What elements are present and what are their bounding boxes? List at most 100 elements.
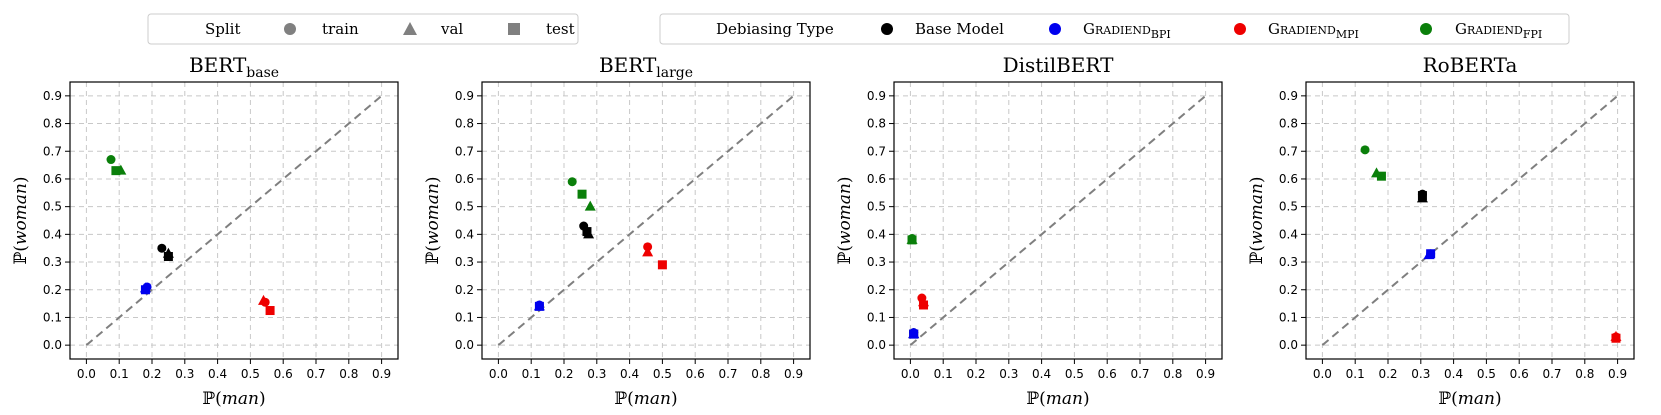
point-gradiend-mpi-test	[657, 260, 667, 270]
legend-triangle-marker	[403, 22, 417, 35]
legend-test-label: test	[546, 20, 575, 38]
y-tick-label: 0.6	[867, 172, 886, 186]
legend-split-frame	[147, 13, 579, 45]
axes-frame	[481, 81, 811, 360]
point-gradiend-fpi-train	[106, 155, 116, 165]
x-tick-label: 0.1	[522, 367, 541, 381]
subplot-title-main: DistilBERT	[1003, 53, 1115, 77]
legend-fpi-main: Gradiend	[1455, 20, 1523, 38]
y-tick-label: 0.4	[43, 227, 62, 241]
point-base-model-val	[162, 247, 174, 258]
plot-area	[1306, 82, 1634, 359]
x-axis-label-prefix: ℙ(	[202, 389, 221, 409]
y-axis-label-prefix: ℙ(	[11, 245, 31, 264]
plot-area	[482, 82, 810, 359]
point-gradiend-mpi-train	[1611, 332, 1621, 342]
x-axis-label-var: man	[1046, 389, 1083, 409]
x-tick-label: 0.0	[1313, 367, 1332, 381]
legend-base-label: Base Model	[915, 20, 1004, 38]
legend-circle-marker	[284, 23, 296, 35]
subplot-title-main: BERT	[189, 53, 247, 77]
x-tick-label: 0.7	[306, 367, 325, 381]
legend-base-marker	[881, 23, 893, 35]
x-tick-label: 0.1	[110, 367, 129, 381]
x-axis-label-prefix: ℙ(	[1438, 389, 1457, 409]
y-tick-label: 0.5	[1279, 200, 1298, 214]
y-tick-label: 0.9	[455, 89, 474, 103]
legend-bpi-sub: BPI	[1151, 28, 1171, 41]
y-tick-label: 0.8	[43, 117, 62, 131]
point-gradiend-mpi-val	[642, 246, 654, 257]
subplot-title-sub: large	[656, 65, 693, 81]
plot-area	[70, 82, 398, 359]
y-tick-label: 0.2	[1279, 283, 1298, 297]
y-tick-label: 0.2	[867, 283, 886, 297]
y-tick-label: 0.1	[1279, 310, 1298, 324]
x-tick-label: 0.5	[1065, 367, 1084, 381]
y-axis-label: ℙ(woman)	[11, 176, 31, 264]
point-base-model-train	[579, 221, 589, 231]
x-tick-label: 0.8	[751, 367, 770, 381]
x-tick-label: 0.4	[1444, 367, 1463, 381]
y-tick-label: 0.0	[455, 338, 474, 352]
y-tick-label: 0.6	[43, 172, 62, 186]
y-tick-label: 0.5	[455, 200, 474, 214]
x-axis-label-suffix: )	[671, 389, 678, 409]
x-tick-label: 0.7	[1130, 367, 1149, 381]
x-tick-label: 0.9	[784, 367, 803, 381]
subplot-title: BERTbase	[189, 53, 279, 81]
x-axis-label: ℙ(man)	[202, 389, 265, 409]
x-axis-label-suffix: )	[1495, 389, 1502, 409]
legend-debias-frame	[659, 13, 1570, 45]
y-tick-label: 0.0	[1279, 338, 1298, 352]
legend-bpi-label: GradiendBPI	[1083, 20, 1171, 41]
x-tick-label: 0.4	[208, 367, 227, 381]
y-tick-label: 0.3	[455, 255, 474, 269]
axes-frame	[69, 81, 399, 360]
legend-debias-title: Debiasing Type	[716, 20, 834, 38]
x-tick-label: 0.3	[1411, 367, 1430, 381]
y-axis-label: ℙ(woman)	[423, 176, 443, 264]
point-gradiend-bpi-train	[142, 282, 152, 292]
x-axis-label-prefix: ℙ(	[1026, 389, 1045, 409]
x-tick-label: 0.6	[1098, 367, 1117, 381]
y-tick-label: 0.7	[867, 144, 886, 158]
x-tick-label: 0.1	[1346, 367, 1365, 381]
y-tick-label: 0.1	[455, 310, 474, 324]
x-tick-label: 0.0	[489, 367, 508, 381]
point-gradiend-mpi-train	[643, 242, 653, 252]
x-tick-label: 0.4	[620, 367, 639, 381]
x-axis-label: ℙ(man)	[1438, 389, 1501, 409]
y-axis-label-suffix: )	[835, 176, 855, 183]
x-tick-label: 0.7	[1542, 367, 1561, 381]
x-tick-label: 0.3	[587, 367, 606, 381]
point-gradiend-fpi-train	[907, 234, 917, 244]
subplot-title-main: BERT	[599, 53, 657, 77]
point-gradiend-fpi-train	[1360, 145, 1370, 155]
subplot-panels: 0.0 0.0 0.1 0.1 0.2 0.2 0.3 0.3 0.4 0.4 0.5 0.5 0.6 0…	[11, 53, 1635, 409]
x-axis-label-prefix: ℙ(	[614, 389, 633, 409]
axes-frame	[1305, 81, 1635, 360]
y-tick-label: 0.8	[455, 117, 474, 131]
legend-split: Split train val test	[147, 13, 579, 45]
y-tick-label: 0.8	[1279, 117, 1298, 131]
y-axis-label-var: woman	[423, 183, 443, 245]
legend-train-label: train	[322, 20, 359, 38]
legend-mpi-main: Gradiend	[1268, 20, 1336, 38]
y-axis-label-suffix: )	[11, 176, 31, 183]
y-tick-label: 0.9	[1279, 89, 1298, 103]
x-tick-label: 0.9	[1608, 367, 1627, 381]
y-tick-label: 0.4	[1279, 227, 1298, 241]
x-tick-label: 0.2	[966, 367, 985, 381]
x-tick-label: 0.1	[934, 367, 953, 381]
y-tick-label: 0.5	[43, 200, 62, 214]
y-axis-label-prefix: ℙ(	[1247, 245, 1267, 264]
x-tick-label: 0.2	[142, 367, 161, 381]
subplot-3: 0.0 0.0 0.1 0.1 0.2 0.2 0.3 0.3 0.4 0.4 0.5 0.5 0.6 0…	[835, 53, 1223, 409]
point-base-model-val	[583, 228, 595, 239]
y-tick-label: 0.8	[867, 117, 886, 131]
y-tick-label: 0.2	[43, 283, 62, 297]
y-tick-label: 0.7	[455, 144, 474, 158]
x-tick-label: 0.8	[1575, 367, 1594, 381]
